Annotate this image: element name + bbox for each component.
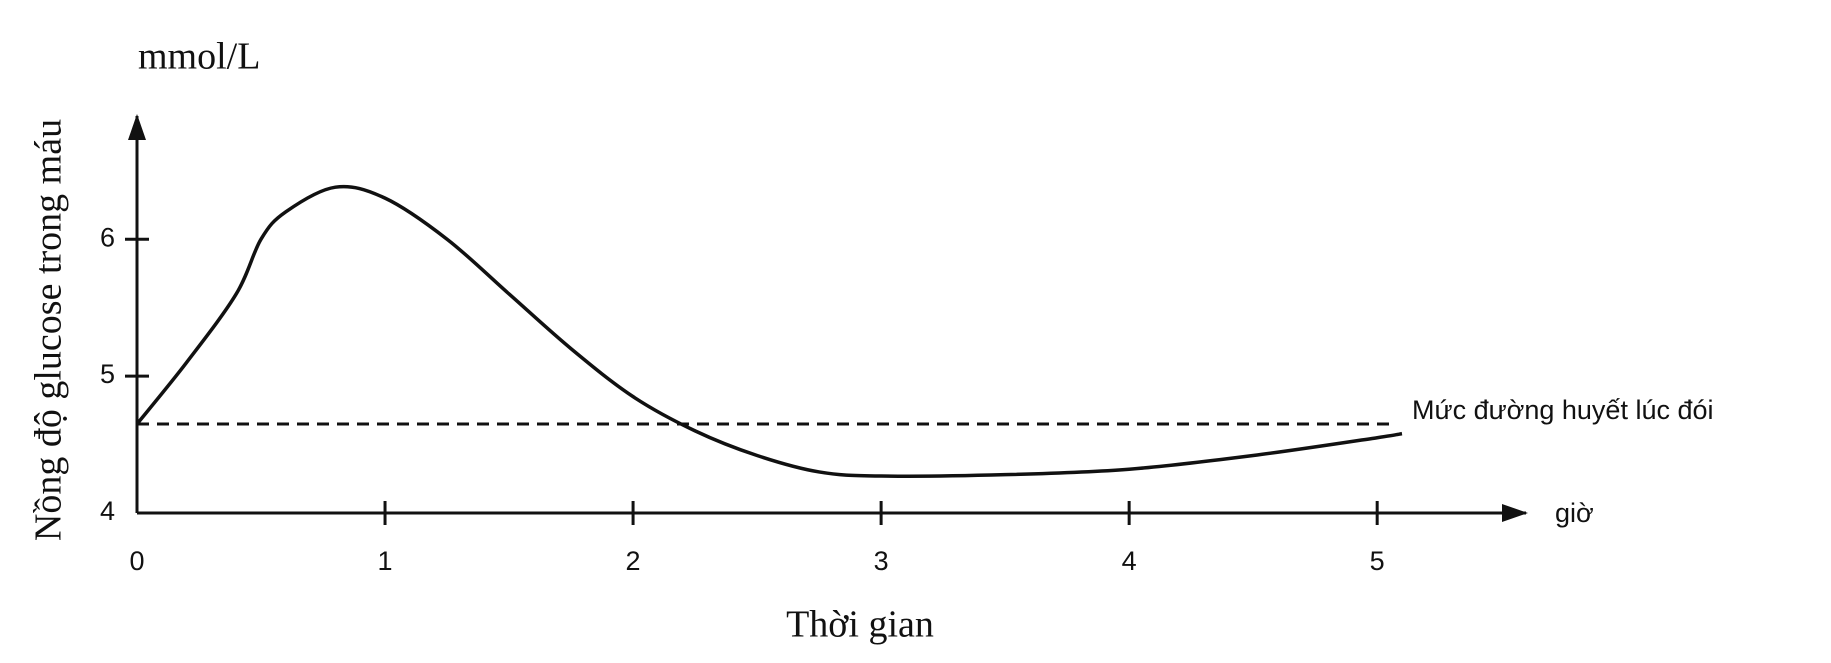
- x-tick-label: 4: [1122, 546, 1137, 576]
- y-tick-label: 6: [100, 222, 115, 252]
- y-axis-label: Nồng độ glucose trong máu: [28, 119, 70, 541]
- line-series: [135, 184, 1403, 478]
- x-axis-arrow: [1502, 504, 1528, 522]
- y-unit: mmol/L: [138, 36, 260, 78]
- x-tick-label: 2: [626, 546, 641, 576]
- x-tick-label: 0: [129, 546, 144, 576]
- reference-label: Mức đường huyết lúc đói: [1412, 395, 1714, 425]
- x-tick-label: 1: [378, 546, 393, 576]
- x-tick-label: 3: [874, 546, 889, 576]
- x-unit: giờ: [1555, 498, 1594, 528]
- y-axis-arrow: [128, 114, 146, 140]
- y-tick-label: 5: [100, 359, 115, 389]
- y-tick-label: 4: [100, 496, 115, 526]
- x-tick-label: 5: [1370, 546, 1385, 576]
- x-axis-label: Thời gian: [786, 604, 934, 646]
